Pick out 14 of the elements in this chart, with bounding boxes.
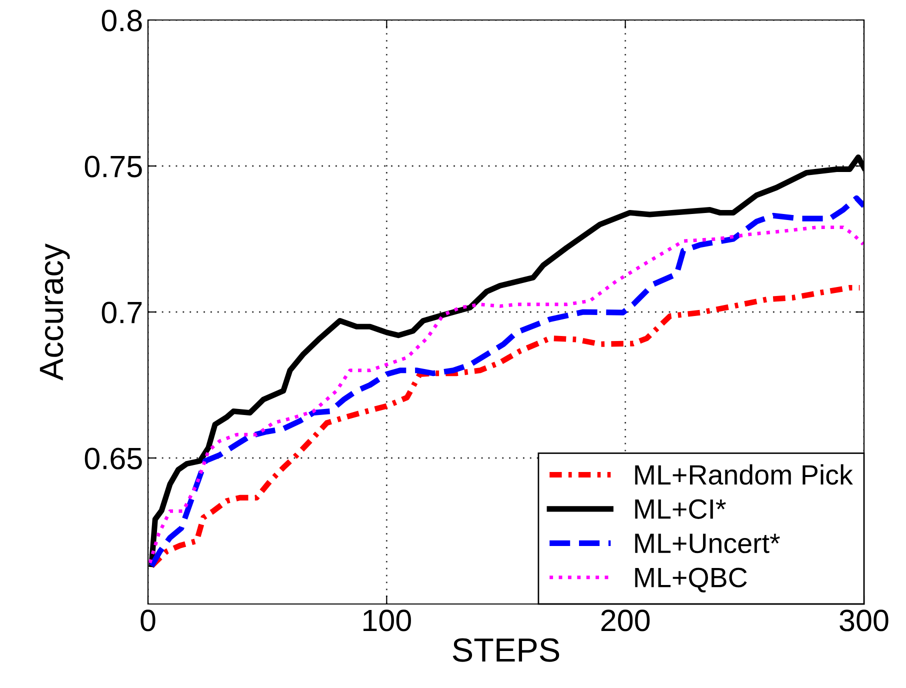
legend-label: ML+Random Pick xyxy=(635,464,853,485)
y-tick-label: 0.8 xyxy=(102,10,142,32)
x-tick-label: 300 xyxy=(840,610,888,632)
y-tick-label: 0.75 xyxy=(84,156,142,178)
legend-label: ML+CI* xyxy=(635,499,726,519)
y-tick-label: 0.65 xyxy=(84,448,142,470)
x-tick-label: 0 xyxy=(140,610,156,632)
x-tick-label: 200 xyxy=(601,610,650,632)
x-axis-title: STEPS xyxy=(452,638,560,662)
legend-label: ML+Uncert* xyxy=(635,534,780,554)
legend-label: ML+QBC xyxy=(635,568,747,592)
x-tick-label: 100 xyxy=(364,610,411,632)
y-tick-label: 0.7 xyxy=(102,302,142,324)
y-axis-title: Accuracy xyxy=(40,244,70,380)
